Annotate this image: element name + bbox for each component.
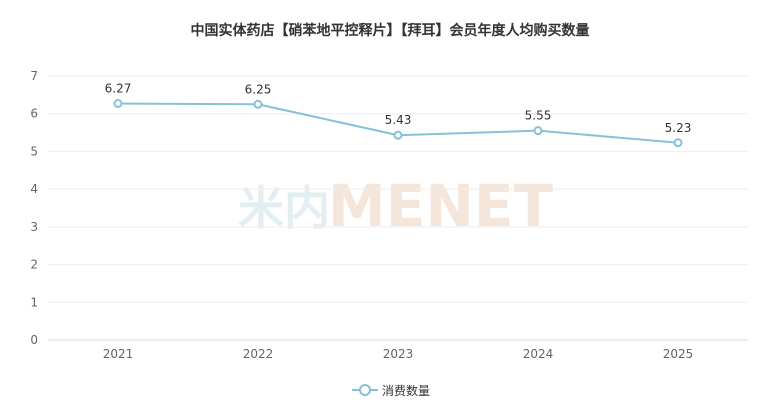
x-tick-label: 2023 — [383, 347, 414, 361]
series: 6.27 6.25 5.43 5.55 5.23 — [105, 82, 692, 148]
y-tick-label: 0 — [30, 333, 38, 347]
legend[interactable]: 消费数量 — [352, 383, 430, 398]
data-label: 6.27 — [105, 82, 132, 96]
y-tick-label: 5 — [30, 144, 38, 158]
data-label: 5.23 — [665, 121, 692, 135]
y-axis: 0 1 2 3 4 5 6 7 — [30, 69, 38, 347]
x-tick-label: 2021 — [103, 347, 134, 361]
grid — [48, 75, 748, 341]
data-label: 6.25 — [245, 82, 272, 96]
y-tick-label: 7 — [30, 69, 38, 83]
legend-marker-icon — [359, 384, 371, 396]
data-point[interactable] — [113, 99, 123, 109]
x-tick-label: 2025 — [663, 347, 694, 361]
watermark: 米内 MENET — [238, 172, 553, 240]
x-tick-label: 2022 — [243, 347, 274, 361]
data-point[interactable] — [253, 99, 263, 109]
legend-label: 消费数量 — [382, 383, 430, 398]
data-point[interactable] — [533, 126, 543, 136]
data-label: 5.55 — [525, 109, 552, 123]
y-tick-label: 1 — [30, 295, 38, 309]
y-tick-label: 6 — [30, 107, 38, 121]
data-point[interactable] — [393, 130, 403, 140]
chart-title: 中国实体药店【硝苯地平控释片】【拜耳】会员年度人均购买数量 — [190, 23, 590, 39]
data-point[interactable] — [673, 138, 683, 148]
watermark-en: MENET — [328, 172, 553, 240]
y-tick-label: 3 — [30, 220, 38, 234]
x-axis: 2021 2022 2023 2024 2025 — [103, 347, 694, 361]
watermark-cn: 米内 — [238, 181, 330, 235]
y-tick-label: 2 — [30, 258, 38, 272]
data-label: 5.43 — [385, 113, 412, 127]
x-tick-label: 2024 — [523, 347, 554, 361]
y-tick-label: 4 — [30, 182, 38, 196]
